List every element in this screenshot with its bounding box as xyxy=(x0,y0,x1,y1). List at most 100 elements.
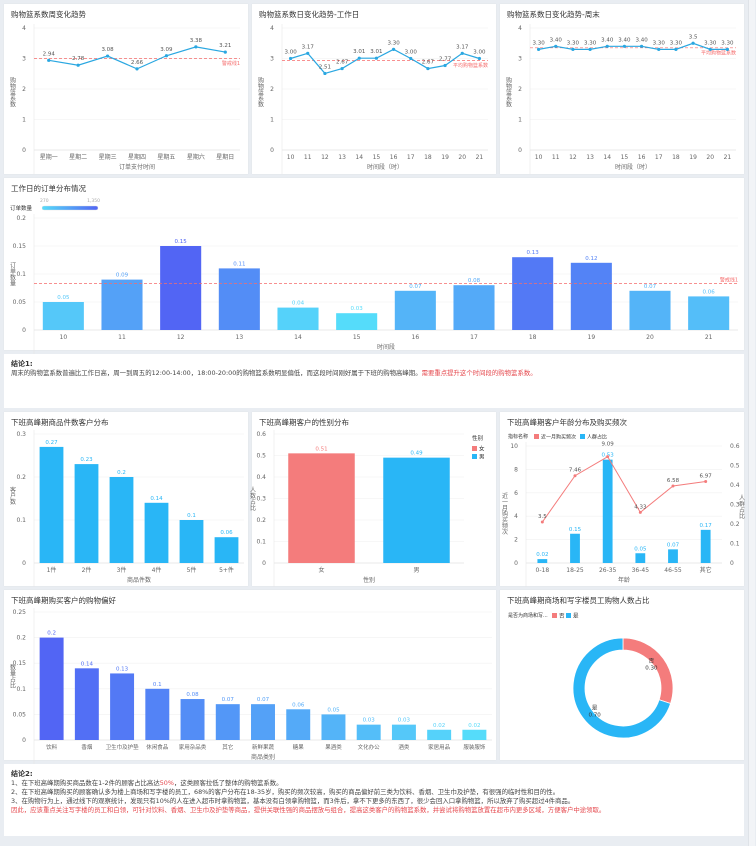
y-tick-label: 1 xyxy=(22,117,26,124)
data-label: 0.07 xyxy=(222,697,235,703)
x-tick-label: 16 xyxy=(638,154,646,161)
legend-max: 1,350 xyxy=(87,198,100,204)
y-tick-label: 0.2 xyxy=(730,521,740,528)
data-label: 2.67 xyxy=(336,60,349,66)
text: 1、在下班高峰期购买商品数在1-2件的顾客占比高达 xyxy=(11,779,160,787)
x-tick-label: 1件 xyxy=(47,566,57,574)
data-label: 3.30 xyxy=(584,40,597,46)
data-label: 0.05 xyxy=(634,546,647,552)
data-label: 9.09 xyxy=(602,442,615,448)
y-tick-label: 3 xyxy=(22,56,26,63)
chart-title: 下班高峰期客户的性别分布 xyxy=(259,418,349,427)
x-tick-label: 15 xyxy=(373,154,381,161)
legend-swatch xyxy=(552,613,557,618)
x-tick-label: 20 xyxy=(646,334,654,341)
y-tick-label: 0.25 xyxy=(13,609,27,616)
y-tick-label: 0.1 xyxy=(16,517,26,524)
y-axis-title: 购物篮系数 xyxy=(9,76,16,108)
data-label: 0.07 xyxy=(667,542,680,548)
x-tick-label: 星期三 xyxy=(99,153,117,161)
gender-panel: 下班高峰期客户的性别分布 0 0.1 0.2 0.3 0.4 0.5 0.6 女男性别 人数占比… xyxy=(249,412,496,587)
data-point xyxy=(573,474,577,478)
reference-line-label: 警戒线1 xyxy=(222,60,240,67)
data-label: 3.40 xyxy=(618,37,631,43)
data-label: 3.30 xyxy=(567,40,580,46)
data-label: 0.17 xyxy=(700,523,713,529)
x-tick-label: 家居用品 xyxy=(428,743,451,751)
x-tick-label: 服装服饰 xyxy=(463,743,486,751)
y-tick-label: 0.1 xyxy=(16,271,26,278)
data-label: 2.51 xyxy=(319,64,331,70)
data-label: 0.11 xyxy=(233,261,245,267)
data-label: 3.5 xyxy=(689,34,698,40)
data-label: 3.30 xyxy=(721,40,734,46)
bar xyxy=(251,704,275,740)
y-tick-label: 0.2 xyxy=(256,517,266,524)
x-tick-label: 18-25 xyxy=(566,567,584,574)
data-label: 3.17 xyxy=(456,44,469,50)
x-tick-label: 11 xyxy=(118,334,126,341)
bar xyxy=(700,529,711,563)
data-point xyxy=(708,47,712,51)
page-scrollbar[interactable] xyxy=(748,0,755,846)
bar xyxy=(39,637,64,740)
y-tick-label: 1 xyxy=(270,117,274,124)
y-tick-label: 0 xyxy=(514,560,518,567)
data-point xyxy=(194,45,198,49)
legend-swatch xyxy=(566,613,571,618)
y-tick-label: 3 xyxy=(270,56,274,63)
data-label: 0.12 xyxy=(585,256,597,262)
data-label: 4.33 xyxy=(634,504,647,510)
conclusion-2: 结论2: 1、在下班高峰期购买商品数在1-2件的顾客占比高达50%，这类顾客拉低… xyxy=(4,764,744,836)
y-tick-label: 4 xyxy=(514,513,518,520)
data-label: 0.05 xyxy=(327,707,340,713)
x-tick-label: 星期五 xyxy=(157,153,175,161)
data-label: 3.30 xyxy=(653,40,666,46)
x-axis-title: 时间段（时） xyxy=(615,163,651,171)
data-label: 0.1 xyxy=(153,682,162,688)
legend-swatch xyxy=(534,434,539,439)
chart-title: 工作日的订单分布情况 xyxy=(11,184,86,193)
series-line xyxy=(290,48,480,75)
data-label: 3.30 xyxy=(670,40,683,46)
bar xyxy=(160,246,202,330)
x-tick-label: 5件 xyxy=(187,566,197,574)
data-label: 3.30 xyxy=(704,40,717,46)
series-line xyxy=(538,42,728,50)
bar xyxy=(668,549,678,563)
x-tick-label: 饮料 xyxy=(46,743,58,751)
data-label: 3.17 xyxy=(302,44,315,50)
legend-title: 性别 xyxy=(472,434,483,442)
data-point xyxy=(605,44,609,48)
y-tick-label: 2 xyxy=(514,537,518,544)
y-tick-label: 2 xyxy=(518,86,522,93)
data-label: 0.06 xyxy=(292,702,305,708)
bar xyxy=(629,290,671,330)
y-tick-label: 0.1 xyxy=(730,541,740,548)
preference-bar-chart: 0 0.05 0.1 0.15 0.2 0.25 饮料 香烟 卫生巾及护垫 休闲食品 家用杂品类 其它… xyxy=(9,608,492,764)
x-tick-label: 19 xyxy=(588,334,596,341)
y-tick-label: 4 xyxy=(22,25,26,32)
legend-swatch xyxy=(472,454,477,459)
x-tick-label: 14 xyxy=(294,334,302,341)
legend-swatch xyxy=(472,446,477,451)
x-tick-label: 文化办公 xyxy=(358,743,381,751)
y-tick-label: 0.2 xyxy=(16,635,26,642)
x-tick-label: 20 xyxy=(458,154,466,161)
x-tick-label: 19 xyxy=(689,154,697,161)
x-tick-label: 15 xyxy=(621,154,629,161)
x-axis-title: 订单支付时间 xyxy=(119,163,155,171)
y-tick-label: 0.05 xyxy=(13,299,27,306)
data-label: 0.15 xyxy=(569,527,582,533)
y-axis-title: 购物篮系数 xyxy=(505,76,512,108)
x-axis-title: 性别 xyxy=(363,576,375,584)
data-label: 0.1 xyxy=(187,513,196,519)
weekend-trend-panel: 购物篮系数日变化趋势-周末 0 1 2 3 4 10 11 12 13 14 15 16 17 18 19 2… xyxy=(500,4,744,174)
text: ，这类顾客拉低了整体的购物篮系数。 xyxy=(173,779,283,787)
item-count-panel: 下班高峰期商品件数客户分布 0 0.1 0.2 0.3 1件 2件 3件 4件 5件 5+件 商品件… xyxy=(4,412,248,587)
data-point xyxy=(426,66,430,71)
data-point xyxy=(554,44,558,48)
data-label: 3.40 xyxy=(635,37,648,43)
x-tick-label: 休闲食品 xyxy=(146,743,169,751)
y-tick-label: 0.2 xyxy=(16,474,26,481)
